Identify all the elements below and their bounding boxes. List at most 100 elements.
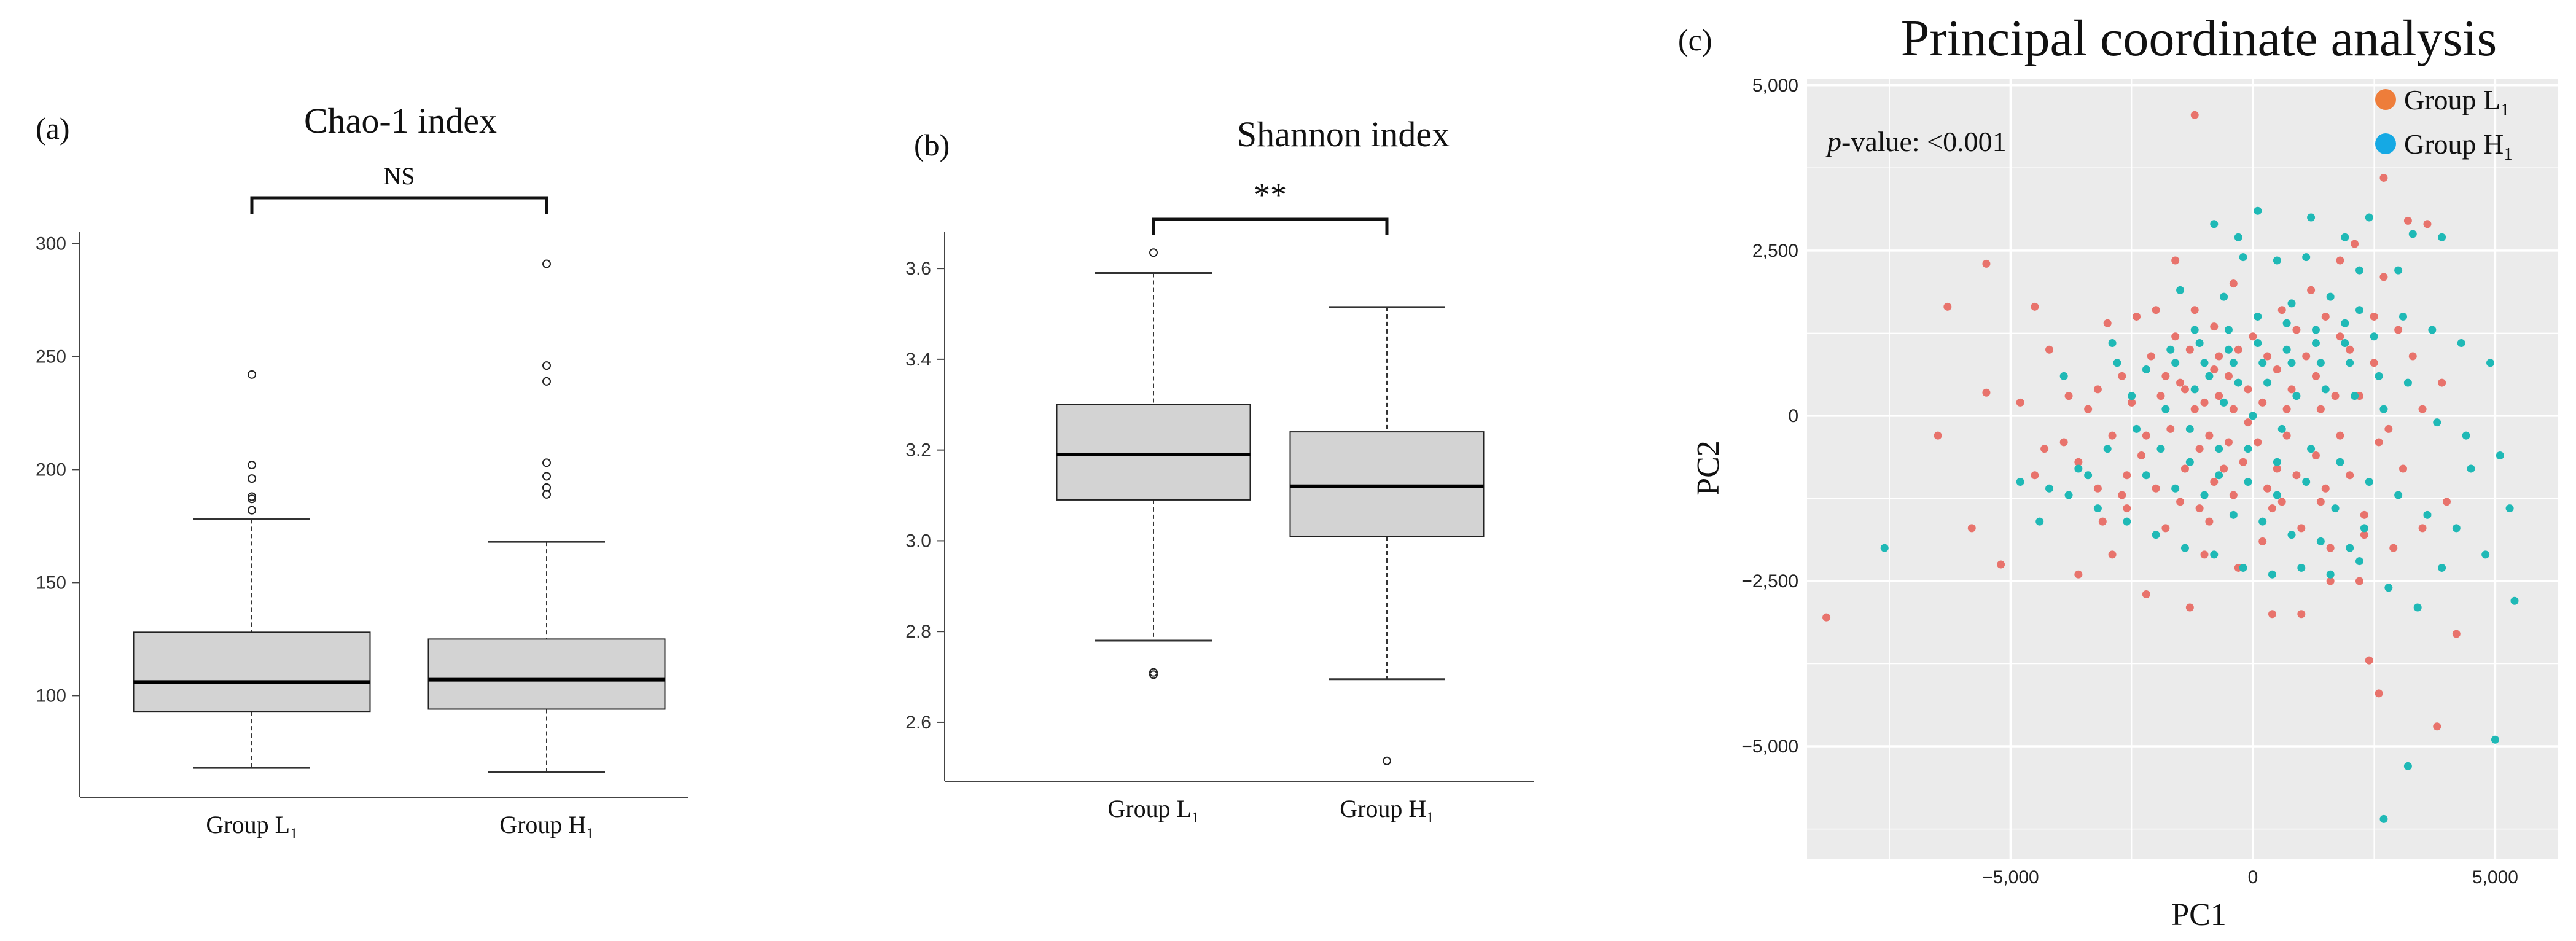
group-h1-point — [2355, 266, 2363, 275]
group-h1-point — [2249, 412, 2257, 420]
group-h1-point — [2496, 451, 2504, 459]
outlier-point — [1383, 756, 1391, 765]
group-h1-point — [2365, 478, 2373, 486]
group-l1-point — [2190, 306, 2199, 314]
group-h1-point — [2244, 478, 2252, 486]
group-l1-point — [2210, 322, 2219, 331]
group-h1-point — [2142, 471, 2150, 480]
group-l1-point — [2123, 471, 2131, 480]
group-l1-point — [2084, 405, 2093, 413]
y-tick-label: 2,500 — [1752, 241, 1798, 261]
group-l1-point — [2224, 438, 2233, 447]
group-l1-point — [2355, 577, 2363, 585]
group-l1-point — [2137, 451, 2145, 459]
x-category-label: Group H1 — [499, 811, 594, 842]
chao1-panel: (a) Chao-1 index 100 150 200 250 300 NS Group L1… — [36, 101, 688, 842]
group-l1-point — [2190, 111, 2199, 119]
group-h1-point — [2510, 596, 2519, 605]
group-l1-point — [2297, 524, 2306, 533]
group-h1-point — [2282, 319, 2291, 327]
outlier-point — [542, 377, 551, 386]
group-l1-point — [2336, 431, 2344, 440]
group-l1-point — [2418, 405, 2427, 413]
y-axis-title: PC2 — [1691, 440, 1726, 496]
group-h1-point — [2229, 510, 2238, 519]
significance-label: ** — [1254, 176, 1287, 213]
group-h1-point — [2156, 445, 2165, 453]
outlier-point — [542, 483, 551, 492]
group-l1-point — [2234, 345, 2242, 354]
group-l1-point — [2326, 544, 2335, 552]
group-l1-point — [2074, 458, 2083, 466]
group-l1-point — [1822, 613, 1831, 622]
group-l1-point — [1982, 259, 1991, 268]
group-l1-point — [2171, 256, 2180, 265]
group-h1-point — [2210, 220, 2219, 228]
group-l1-point — [2258, 398, 2267, 407]
group-l1-point — [2351, 240, 2359, 248]
group-h1-point — [2399, 312, 2408, 321]
group-h1-point — [2423, 510, 2432, 519]
group-h1-point — [2273, 256, 2281, 265]
group-l1-point — [2200, 398, 2209, 407]
group-h1-point — [2128, 392, 2136, 400]
outlier-point — [248, 506, 256, 515]
group-h1-point — [2370, 332, 2378, 341]
group-l1-point — [2195, 504, 2204, 513]
group-l1-point — [2277, 306, 2286, 314]
x-tick-label: −5,000 — [1982, 867, 2039, 888]
group-l1-point — [2423, 220, 2432, 228]
group-l1-point — [2152, 306, 2160, 314]
outlier-point — [542, 259, 551, 268]
group-l1-point — [2336, 332, 2344, 341]
group-l1-point — [2220, 464, 2228, 473]
outlier-point — [248, 370, 256, 379]
group-h1-point — [2234, 378, 2242, 387]
group-h1-point — [2200, 491, 2209, 499]
legend-label: Group H1 — [2404, 128, 2513, 164]
group-l1-point — [2375, 689, 2383, 698]
group-l1-point — [2128, 398, 2136, 407]
x-category-label: Group L1 — [206, 811, 297, 842]
group-h1-point — [2346, 359, 2354, 367]
group-h1-point — [2074, 464, 2083, 473]
group-l1-point — [2133, 312, 2141, 321]
group-l1-point — [2292, 326, 2301, 334]
group-l1-point — [2040, 445, 2049, 453]
group-l1-point — [2360, 510, 2368, 519]
group-h1-point — [2351, 392, 2359, 400]
group-l1-point — [2443, 498, 2451, 506]
group-h1-point — [2185, 424, 2194, 433]
x-tick-label: 5,000 — [2472, 867, 2518, 888]
group-l1-point — [2180, 464, 2189, 473]
group-l1-point — [2244, 418, 2252, 427]
group-h1-point — [2467, 464, 2475, 473]
group-l1-point — [2229, 405, 2238, 413]
group-l1-point — [1997, 560, 2005, 569]
chart-title: Principal coordinate analysis — [1901, 10, 2497, 67]
group-l1-point — [2297, 610, 2306, 619]
group-l1-point — [2142, 590, 2150, 598]
group-l1-point — [2016, 398, 2024, 407]
group-l1-point — [2210, 365, 2219, 374]
group-h1-point — [2316, 359, 2325, 367]
group-l1-point — [2152, 484, 2160, 493]
group-h1-point — [2287, 359, 2296, 367]
group-l1-point — [2282, 431, 2291, 440]
group-h1-point — [2282, 345, 2291, 354]
group-l1-point — [2346, 345, 2354, 354]
group-l1-point — [1967, 524, 1976, 533]
group-l1-point — [2292, 471, 2301, 480]
group-l1-point — [2118, 372, 2126, 380]
group-h1-point — [2229, 359, 2238, 367]
group-l1-point — [2161, 372, 2170, 380]
group-h1-point — [2287, 299, 2296, 308]
significance-bracket — [1152, 217, 1389, 235]
group-h1-point — [2379, 405, 2388, 413]
group-l1-point — [2045, 345, 2054, 354]
outlier-point — [542, 458, 551, 467]
group-h1-point — [2307, 213, 2316, 222]
group-l1-point — [2205, 517, 2214, 526]
group-l1-point — [2156, 392, 2165, 400]
group-l1-point — [2098, 517, 2107, 526]
